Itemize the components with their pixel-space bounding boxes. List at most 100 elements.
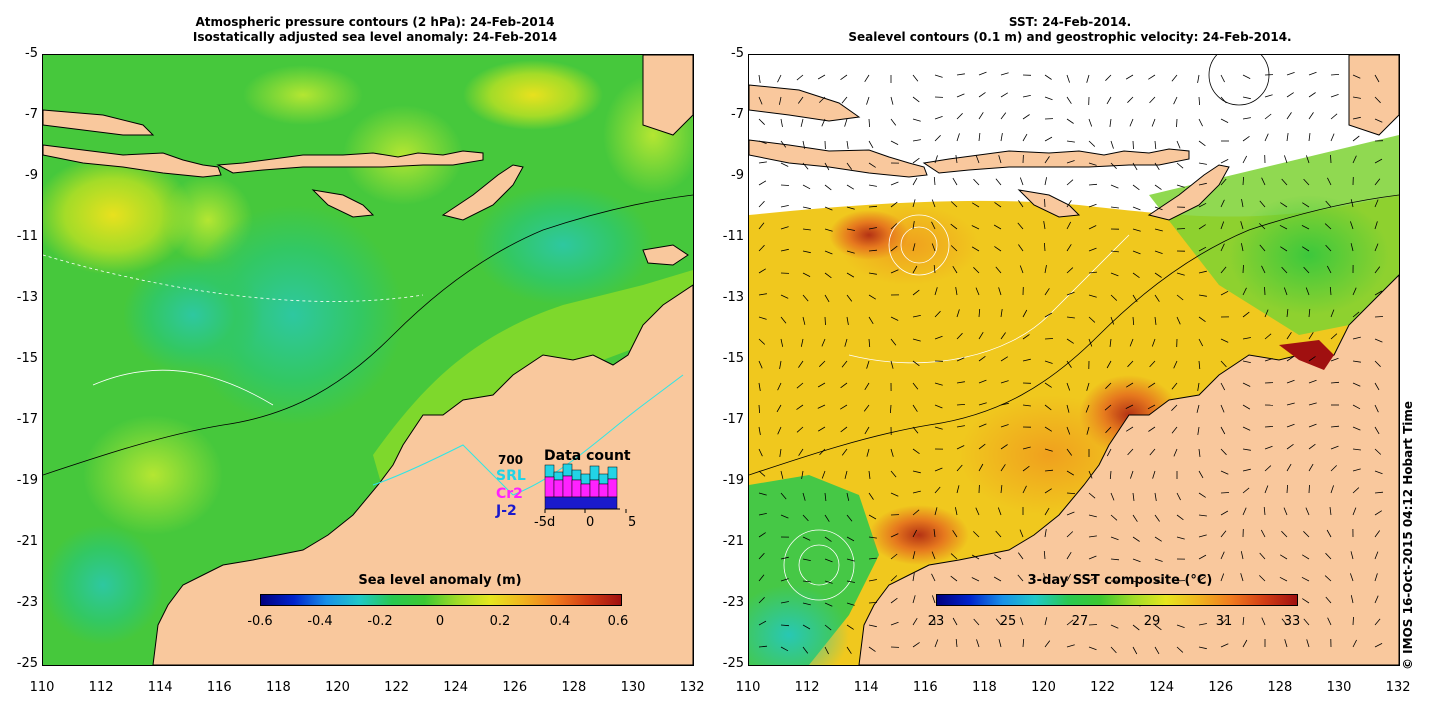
velocity-arrow — [1308, 443, 1316, 450]
velocity-arrow — [1132, 646, 1138, 655]
velocity-arrow — [955, 155, 958, 164]
velocity-arrow — [890, 621, 899, 626]
velocity-arrow — [978, 331, 984, 340]
velocity-arrow — [1110, 536, 1119, 541]
right-y-tick: -23 — [722, 595, 744, 610]
right-x-tick: 110 — [735, 680, 761, 695]
velocity-arrow — [912, 315, 921, 318]
left-y-tick: -17 — [16, 412, 38, 427]
velocity-arrow — [931, 199, 936, 208]
velocity-arrow — [802, 624, 811, 630]
velocity-arrow — [1154, 184, 1162, 190]
velocity-arrow — [758, 404, 760, 414]
left-y-tick: -15 — [16, 351, 38, 366]
velocity-arrow — [1110, 514, 1118, 521]
left-title: Atmospheric pressure contours (2 hPa): 2… — [140, 15, 610, 45]
velocity-arrow — [1220, 290, 1229, 296]
velocity-arrow — [1125, 382, 1134, 388]
velocity-arrow — [1088, 492, 1096, 499]
velocity-arrow — [1220, 221, 1225, 230]
velocity-arrow — [931, 221, 936, 230]
velocity-arrow — [1022, 133, 1028, 142]
velocity-arrow — [819, 360, 826, 367]
velocity-arrow — [1286, 356, 1294, 362]
velocity-arrow — [1198, 514, 1207, 517]
velocity-arrow — [1327, 617, 1332, 626]
velocity-arrow — [1241, 199, 1244, 208]
velocity-arrow — [758, 645, 768, 648]
velocity-arrow — [868, 249, 878, 252]
velocity-arrow — [1198, 316, 1206, 323]
velocity-arrow — [1129, 338, 1134, 347]
velocity-arrow — [890, 470, 897, 478]
velocity-arrow — [1000, 444, 1008, 450]
velocity-arrow — [890, 448, 894, 457]
velocity-arrow — [1176, 536, 1185, 540]
velocity-arrow — [1264, 465, 1272, 472]
velocity-arrow — [1173, 96, 1178, 105]
velocity-arrow — [1352, 74, 1361, 79]
left-y-tick: -23 — [16, 595, 38, 610]
right-cb-tick-2: 27 — [1071, 614, 1089, 629]
velocity-arrow — [912, 529, 918, 538]
velocity-arrow — [1171, 74, 1178, 82]
velocity-arrow — [758, 597, 765, 604]
right-y-tick: -15 — [722, 351, 744, 366]
velocity-arrow — [1171, 426, 1178, 434]
velocity-arrow — [1088, 577, 1097, 582]
velocity-arrow — [802, 184, 811, 190]
velocity-arrow — [1260, 529, 1266, 538]
right-y-tick: -13 — [722, 290, 744, 305]
velocity-arrow — [780, 140, 787, 148]
velocity-arrow — [1066, 531, 1074, 538]
velocity-arrow — [1066, 551, 1072, 560]
velocity-arrow — [1110, 294, 1118, 301]
velocity-arrow — [1308, 484, 1310, 494]
velocity-arrow — [780, 226, 789, 230]
velocity-arrow — [758, 532, 766, 538]
velocity-arrow — [780, 492, 787, 500]
velocity-arrow — [780, 556, 789, 560]
velocity-arrow — [1088, 225, 1097, 230]
velocity-arrow — [758, 180, 767, 186]
velocity-arrow — [1220, 643, 1229, 648]
velocity-arrow — [973, 531, 980, 538]
velocity-arrow — [955, 507, 958, 516]
velocity-arrow — [952, 177, 958, 186]
velocity-arrow — [1018, 244, 1024, 252]
velocity-arrow — [912, 617, 918, 626]
velocity-arrow — [1305, 507, 1310, 516]
velocity-arrow — [1220, 618, 1227, 626]
velocity-arrow — [1325, 596, 1332, 604]
velocity-arrow — [846, 206, 855, 210]
velocity-arrow — [1088, 294, 1097, 298]
velocity-arrow — [1088, 162, 1097, 166]
velocity-arrow — [934, 467, 943, 472]
velocity-arrow — [1220, 492, 1230, 494]
right-x-tick: 132 — [1385, 680, 1411, 695]
velocity-arrow — [1198, 118, 1203, 127]
velocity-arrow — [1197, 426, 1200, 435]
velocity-arrow — [890, 338, 897, 346]
velocity-arrow — [1374, 74, 1380, 83]
velocity-arrow — [840, 382, 848, 389]
velocity-arrow — [975, 507, 980, 516]
velocity-arrow — [931, 551, 936, 560]
velocity-arrow — [802, 646, 809, 654]
velocity-arrow — [1176, 228, 1186, 230]
velocity-arrow — [868, 272, 877, 275]
velocity-arrow — [955, 287, 958, 296]
velocity-arrow — [1281, 530, 1288, 538]
data-count-xtick-mid: 0 — [586, 515, 595, 530]
velocity-arrow — [868, 492, 874, 500]
velocity-arrow — [1110, 492, 1115, 501]
velocity-arrow — [1000, 92, 1009, 98]
velocity-arrow — [802, 272, 811, 277]
velocity-arrow — [1176, 140, 1181, 149]
velocity-arrow — [1000, 332, 1006, 340]
velocity-arrow — [950, 245, 958, 252]
velocity-arrow — [1000, 380, 1009, 384]
velocity-arrow — [1088, 271, 1098, 274]
velocity-arrow — [912, 221, 915, 230]
velocity-arrow — [973, 267, 980, 274]
